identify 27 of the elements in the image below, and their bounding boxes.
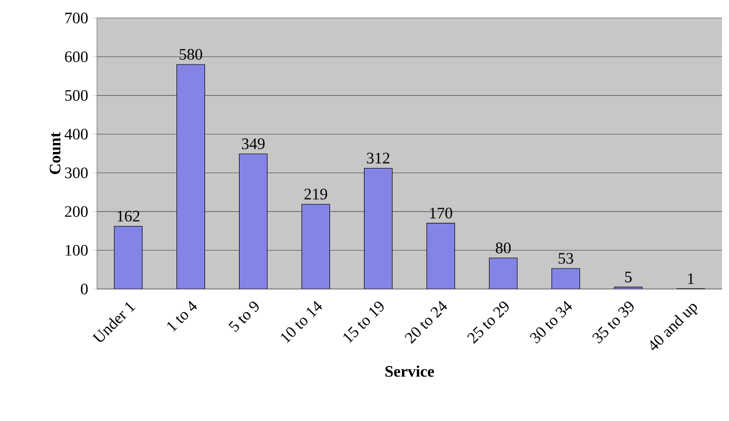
y-tick-label: 400: [64, 128, 88, 140]
y-tick-label: 200: [65, 206, 88, 217]
y-tick-label: 0: [80, 284, 88, 294]
y-tick-label: 100: [66, 244, 88, 256]
y-tick-label: 700: [65, 12, 88, 24]
data-label: 219: [304, 188, 328, 200]
data-label: 5: [625, 272, 632, 282]
x-tick-label: 10 to 14: [280, 300, 322, 344]
x-tick-label: 15 to 19: [343, 302, 384, 344]
x-tick-label: 25 to 29: [467, 302, 509, 344]
y-axis-title: Count: [50, 132, 60, 174]
x-tick-label: 5 to 9: [228, 302, 259, 332]
data-label: 170: [430, 208, 452, 218]
data-label: 162: [118, 210, 140, 222]
x-tick-label: 20 to 24: [404, 300, 448, 344]
x-tick-label: 30 to 34: [530, 300, 572, 344]
y-tick-label: 500: [65, 90, 88, 101]
y-tick-label: 300: [65, 167, 88, 178]
x-axis-title: Service: [385, 366, 434, 377]
x-tick-label: 40 and up: [650, 304, 698, 350]
x-tick-label: 35 to 39: [592, 302, 634, 344]
y-tick-label: 600: [64, 51, 88, 62]
data-label: 312: [367, 152, 390, 164]
x-tick-label: 1 to 4: [167, 300, 198, 332]
data-label: 349: [242, 138, 265, 150]
data-label: 53: [558, 253, 574, 264]
data-label: 1: [688, 273, 694, 284]
